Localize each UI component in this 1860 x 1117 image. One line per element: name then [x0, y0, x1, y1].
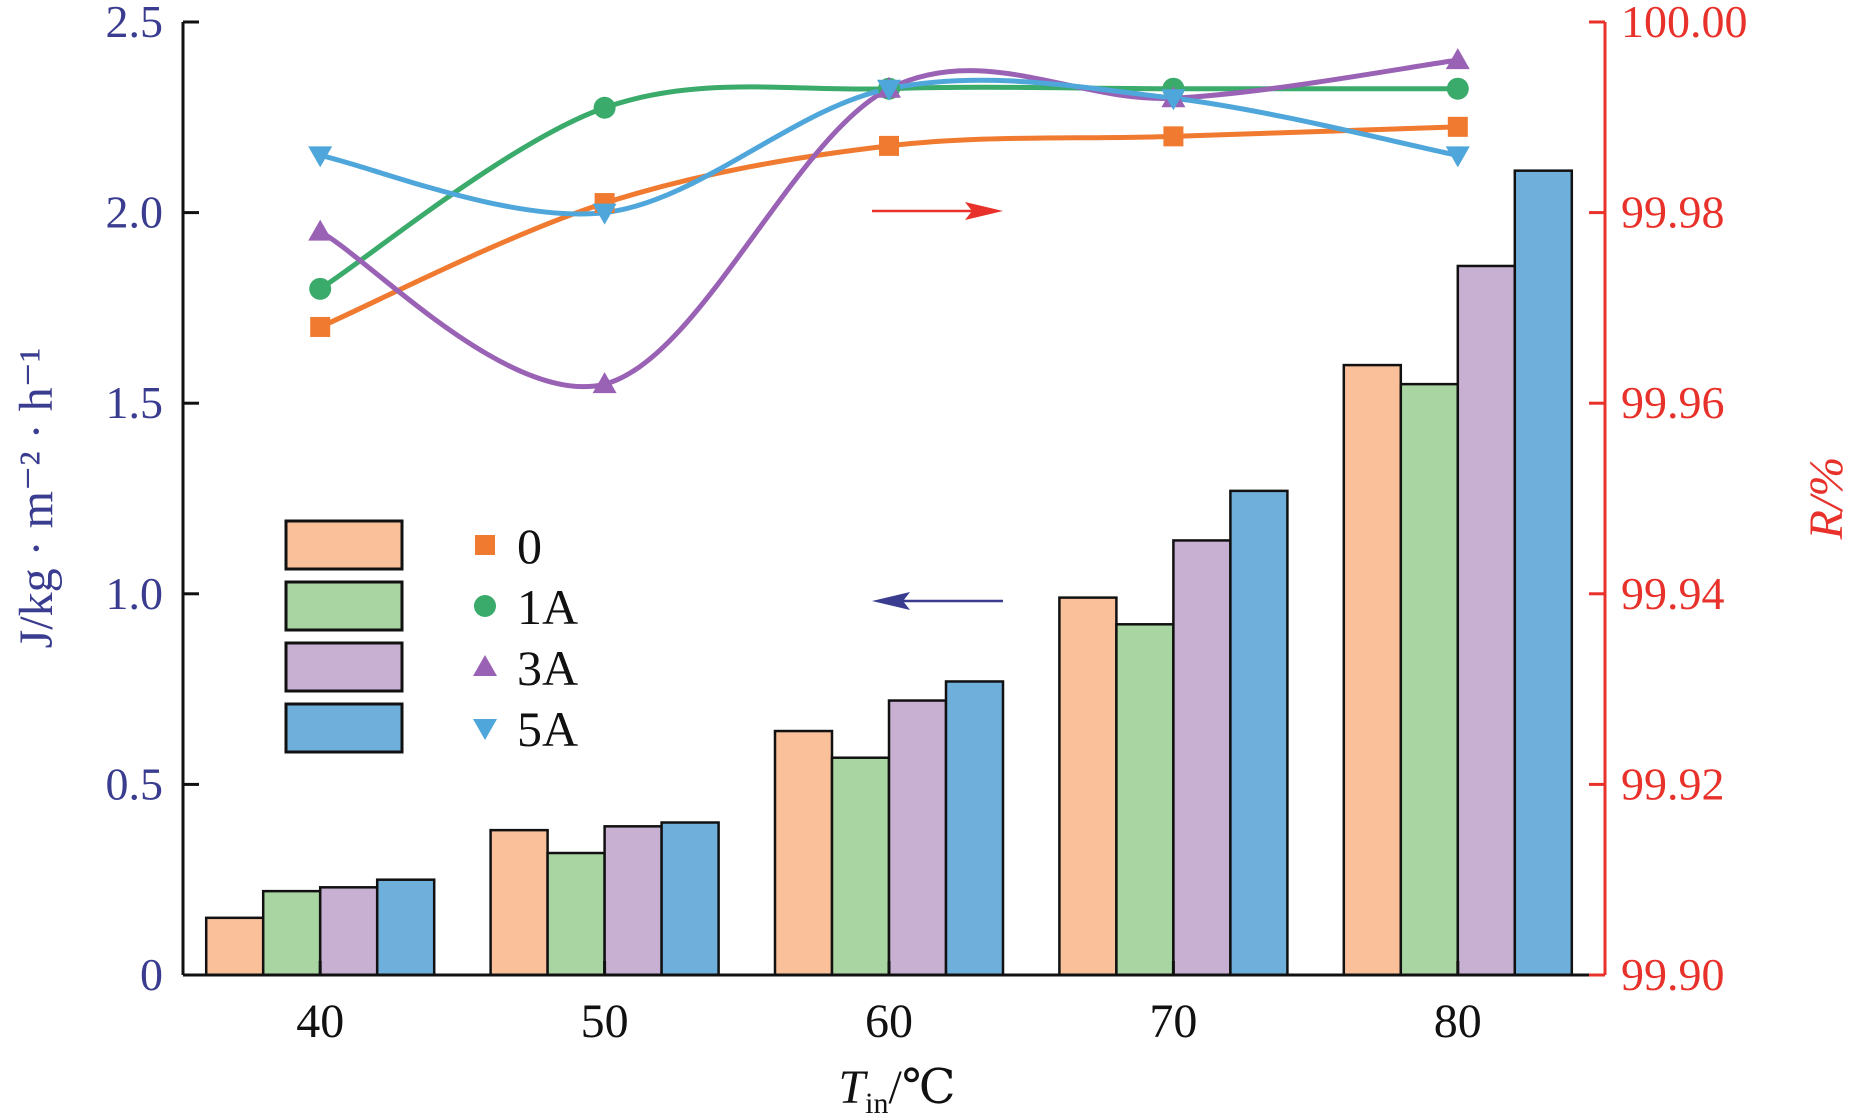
axis-titles: Tin/℃ J/kg · m⁻² · h⁻¹ R/% [10, 348, 1853, 1117]
bar-3A-40 [318, 886, 379, 977]
left-axis-title: J/kg · m⁻² · h⁻¹ [10, 348, 63, 649]
bar-1A-70 [1115, 623, 1175, 977]
arrow-annotations [872, 202, 1003, 610]
x-axis-title-sub: in [865, 1087, 888, 1117]
point-1A-80 [1446, 77, 1469, 100]
x-axis-title-rest: /℃ [889, 1061, 956, 1114]
arrow-right-head [965, 202, 1003, 220]
point-5A-40 [308, 146, 333, 168]
point-3A-80 [1445, 48, 1470, 70]
bar-0-70 [1058, 596, 1118, 977]
bar-3A-50 [603, 825, 663, 977]
right-tick-label-99.94: 99.94 [1621, 568, 1725, 619]
right-tick-label-99.96: 99.96 [1621, 377, 1725, 428]
point-1A-40 [309, 277, 332, 300]
left-tick-label-1.5: 1.5 [106, 377, 164, 428]
x-axis-title: Tin/℃ [838, 1061, 955, 1117]
axes: 0 0.5 1.0 1.5 2.0 2.5 99.90 99.92 99.94 99.96 99.9… [106, 0, 1748, 1048]
left-tick-label-2.5: 2.5 [106, 0, 164, 47]
bar-3A-70 [1172, 539, 1232, 977]
legend-swatch-5A [284, 702, 404, 754]
x-tick-label-60: 60 [865, 995, 913, 1048]
left-tick-label-0: 0 [140, 949, 163, 1000]
point-3A-40 [308, 219, 333, 241]
bar-1A-80 [1399, 382, 1460, 977]
bar-5A-40 [375, 878, 436, 977]
point-5A-50 [592, 203, 617, 225]
bar-5A-60 [944, 680, 1005, 977]
bar-3A-60 [887, 699, 948, 977]
bar-1A-60 [830, 756, 891, 977]
legend-label-5A: 5A [517, 701, 578, 757]
bar-0-50 [489, 828, 549, 977]
bar-1A-40 [261, 889, 322, 977]
right-tick-label-100.00: 100.00 [1621, 0, 1748, 47]
bar-0-60 [773, 729, 834, 977]
legend-label-0: 0 [517, 518, 542, 574]
point-0-60 [879, 135, 899, 156]
legend-marker-5A [473, 719, 497, 740]
point-0-80 [1447, 116, 1468, 137]
point-3A-50 [592, 372, 617, 394]
bar-0-80 [1342, 363, 1403, 977]
left-tick-label-0.5: 0.5 [106, 758, 164, 809]
bar-1A-50 [546, 851, 606, 977]
bar-group [204, 169, 1574, 977]
point-1A-50 [593, 96, 616, 119]
x-tick-label-50: 50 [581, 995, 629, 1048]
legend-marker-0 [475, 535, 495, 555]
arrow-left-head [872, 592, 910, 610]
x-tick-label-40: 40 [296, 995, 344, 1048]
x-tick-label-80: 80 [1434, 995, 1482, 1048]
right-axis-title: R/% [1800, 457, 1853, 541]
legend-swatch-1A [284, 580, 404, 632]
x-axis-title-main: T [838, 1061, 868, 1114]
point-5A-60 [877, 79, 901, 101]
point-0-70 [1163, 126, 1184, 147]
point-5A-70 [1161, 89, 1186, 111]
curve-group [318, 57, 1459, 389]
legend-marker-1A [474, 595, 496, 617]
legend-swatch-0 [284, 519, 404, 571]
left-tick-label-2.0: 2.0 [106, 187, 164, 238]
point-5A-80 [1445, 146, 1470, 168]
marker-group [308, 48, 1470, 394]
legend-label-1A: 1A [517, 579, 578, 635]
bar-0-40 [204, 916, 265, 977]
curve-0 [319, 124, 1458, 330]
left-tick-label-1.0: 1.0 [106, 568, 164, 619]
right-tick-label-99.98: 99.98 [1621, 187, 1725, 238]
bar-5A-70 [1229, 489, 1289, 977]
bar-3A-80 [1456, 264, 1517, 977]
legend-label-3A: 3A [517, 640, 578, 696]
legend-swatch-3A [284, 641, 404, 693]
right-tick-label-99.92: 99.92 [1621, 758, 1725, 809]
bar-5A-80 [1513, 169, 1574, 977]
legend-marker-3A [473, 655, 497, 676]
point-0-40 [310, 316, 331, 337]
right-tick-label-99.90: 99.90 [1621, 949, 1725, 1000]
bar-5A-50 [660, 821, 720, 977]
curve-3A [319, 57, 1459, 389]
x-tick-label-70: 70 [1149, 995, 1197, 1048]
